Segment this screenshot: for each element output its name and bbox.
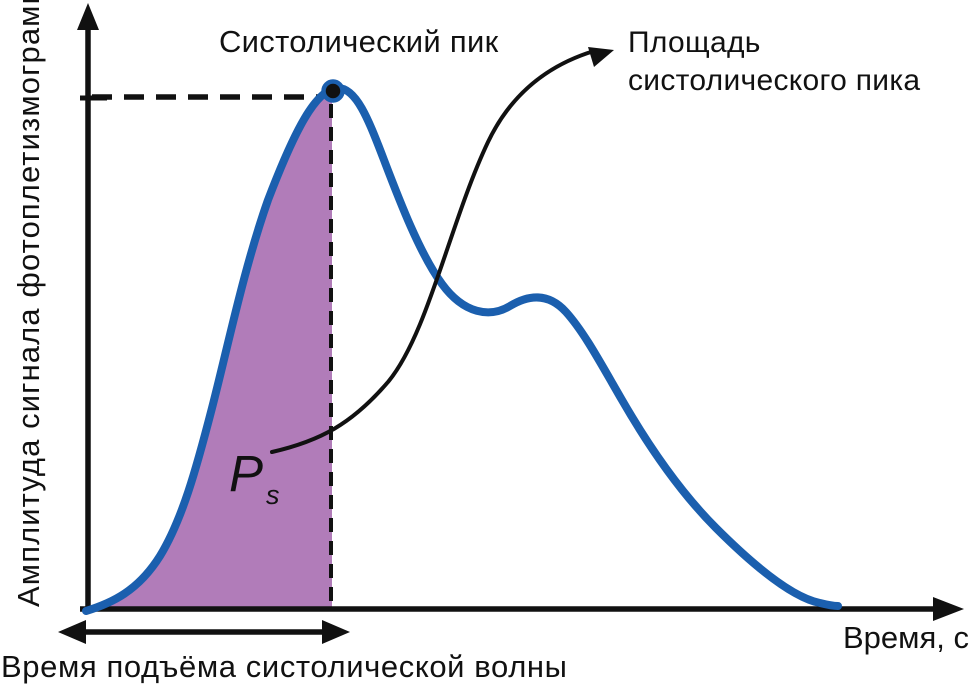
systolic-peak-label: Систолический пик	[219, 24, 499, 59]
x-axis-label: Время, с	[843, 620, 969, 655]
x-axis-arrowhead-icon	[933, 597, 964, 621]
rise-time-arrowhead-right-icon	[322, 620, 350, 644]
systolic-area-label-line2: систолического пика	[628, 64, 921, 97]
y-axis-label: Амплитуда сигнала фотоплетизмограммы	[11, 0, 46, 607]
ppg-waveform-curve	[82, 83, 842, 615]
rise-time-arrowhead-left-icon	[58, 620, 86, 644]
area-annotation-arrowhead-icon	[588, 47, 614, 67]
systolic-area-fill	[86, 89, 332, 609]
area-symbol-letter: P	[229, 445, 264, 502]
area-annotation-arrow	[270, 49, 596, 454]
y-axis-arrowhead-icon	[77, 3, 99, 30]
systolic-area-label-line1: Площадь	[628, 26, 761, 59]
area-symbol-subscript: s	[266, 480, 280, 510]
rise-time-label: Время подъёма систолической волны	[1, 649, 568, 684]
systolic-peak-marker	[321, 79, 345, 103]
systolic-area-label: Площадь систолического пика	[628, 24, 928, 100]
